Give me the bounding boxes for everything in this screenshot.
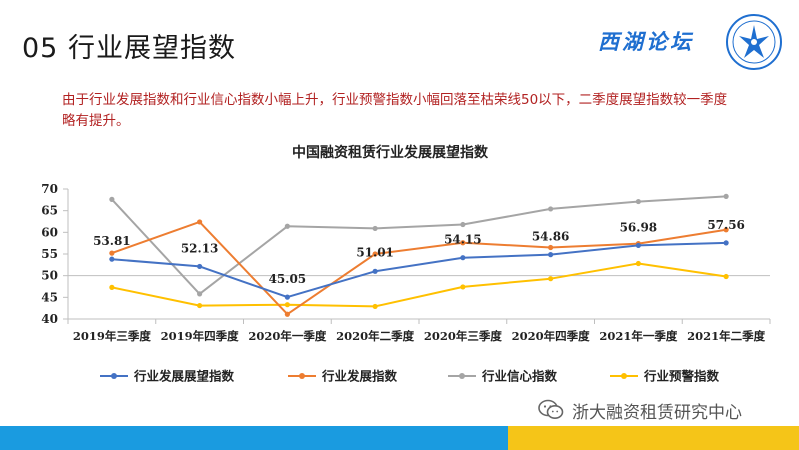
y-tick-label: 70: [41, 182, 58, 196]
brand-text: 西湖论坛: [598, 29, 694, 54]
y-ticks: 40 45 50 55 60 65 70: [41, 182, 68, 326]
x-tick-label: 2021年二季度: [687, 329, 766, 343]
y-tick-label: 45: [41, 290, 58, 304]
data-point: [372, 225, 378, 232]
watermark: 浙大融资租赁研究中心: [538, 398, 742, 423]
data-point: [372, 303, 378, 310]
chart-title: 中国融资租赁行业发展展望指数: [292, 144, 489, 161]
legend-label: 行业信心指数: [481, 369, 558, 384]
series-lines: [109, 193, 729, 317]
y-tick-label: 60: [41, 225, 58, 239]
data-label: 54.86: [532, 230, 570, 244]
west-lake-forum-emblem-icon: [726, 14, 782, 70]
legend-label: 行业发展展望指数: [133, 369, 235, 384]
data-point: [109, 256, 115, 262]
series-line: [111, 195, 727, 295]
data-point: [284, 223, 290, 229]
footer-band-blue: [0, 426, 508, 450]
x-ticks: 2019年三季度 2019年四季度 2020年一季度 2020年二季度 2020年三季度…: [67, 319, 771, 343]
data-point: [109, 250, 115, 256]
data-label: 45.05: [269, 272, 307, 286]
data-point: [548, 206, 554, 212]
data-point: [635, 198, 641, 205]
data-label: 56.98: [620, 220, 658, 234]
x-tick-label: 2020年三季度: [424, 329, 503, 343]
data-point: [548, 244, 554, 251]
x-tick-label: 2019年四季度: [161, 329, 240, 343]
series-line: [111, 262, 727, 308]
data-labels: 53.81 52.13 45.05 51.01 54.15 54.86 56.98 57.56: [93, 218, 745, 286]
data-point: [284, 294, 290, 300]
y-tick-label: 65: [41, 204, 58, 218]
legend-label: 行业发展指数: [321, 369, 398, 384]
data-point: [109, 284, 115, 290]
data-point: [723, 193, 729, 199]
data-point: [284, 311, 290, 317]
data-point: [109, 196, 115, 202]
legend-marker: [111, 373, 117, 379]
data-point: [548, 252, 554, 258]
data-point: [372, 251, 378, 257]
data-point: [460, 221, 466, 228]
data-point: [460, 240, 466, 246]
x-tick-label: 2020年四季度: [512, 329, 591, 343]
legend-marker: [459, 373, 465, 379]
data-label: 51.01: [356, 245, 394, 259]
data-point: [460, 284, 466, 290]
wechat-icon: [538, 399, 564, 419]
data-label: 52.13: [181, 241, 219, 255]
legend-label: 行业预警指数: [643, 369, 720, 384]
y-tick-label: 40: [41, 312, 58, 326]
summary-text: 由于行业发展指数和行业信心指数小幅上升，行业预警指数小幅回落至枯荣线50以下，二…: [62, 92, 728, 129]
data-point: [284, 302, 290, 308]
data-point: [197, 302, 203, 309]
x-tick-label: 2020年一季度: [248, 329, 327, 343]
data-point: [723, 227, 729, 233]
series-line: [111, 220, 727, 316]
data-label: 53.81: [93, 234, 131, 248]
data-point: [460, 255, 466, 261]
watermark-text: 浙大融资租赁研究中心: [572, 402, 742, 423]
data-point: [723, 240, 729, 246]
data-point: [548, 276, 554, 282]
data-label: 57.56: [707, 218, 745, 232]
data-point: [635, 242, 641, 249]
data-label: 54.15: [444, 233, 482, 247]
legend-marker: [621, 373, 627, 379]
x-tick-label: 2020年二季度: [336, 329, 415, 343]
data-point: [197, 291, 203, 297]
y-tick-label: 50: [41, 269, 58, 283]
data-point: [723, 273, 729, 280]
slide-title: 05 行业展望指数: [22, 33, 236, 64]
footer-band-yellow: [508, 426, 799, 450]
legend-marker: [299, 373, 305, 379]
legend: 行业发展展望指数 行业发展指数 行业信心指数 行业预警指数: [100, 369, 720, 384]
data-point: [372, 268, 378, 274]
x-tick-label: 2019年三季度: [73, 329, 152, 343]
x-tick-label: 2021年一季度: [599, 329, 678, 343]
series-line: [111, 241, 727, 299]
data-point: [197, 263, 203, 270]
data-point: [635, 260, 641, 267]
y-tick-label: 55: [41, 247, 58, 261]
data-point: [197, 219, 203, 225]
